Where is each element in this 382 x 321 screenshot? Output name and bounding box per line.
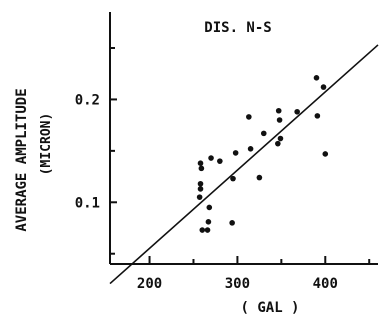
data-point bbox=[294, 108, 300, 115]
data-point bbox=[196, 194, 203, 200]
x-axis-label: ( GAL ) bbox=[240, 300, 299, 316]
data-point bbox=[275, 140, 281, 147]
data-point bbox=[247, 146, 254, 152]
data-points bbox=[196, 75, 329, 233]
ticks: 200 300 400 0.1 0.2 bbox=[75, 47, 371, 292]
data-point bbox=[229, 220, 235, 226]
x-tick-label: 200 bbox=[137, 276, 162, 292]
data-point bbox=[256, 174, 263, 181]
y-tick-label: 0.1 bbox=[75, 195, 100, 211]
data-point bbox=[260, 130, 267, 137]
y-axis-unit: (MICRON) bbox=[39, 113, 54, 176]
data-point bbox=[320, 84, 327, 90]
data-point bbox=[199, 227, 206, 233]
data-point bbox=[322, 151, 329, 157]
data-point bbox=[314, 113, 321, 119]
regression-line bbox=[109, 44, 379, 285]
data-point bbox=[206, 204, 213, 211]
chart-title: DIS. N-S bbox=[204, 20, 271, 36]
data-point bbox=[276, 117, 283, 123]
axes bbox=[109, 12, 378, 265]
y-axis-label: AVERAGE AMPLITUDE bbox=[14, 88, 30, 231]
x-tick-label: 300 bbox=[225, 276, 250, 292]
data-point bbox=[197, 180, 204, 187]
data-point bbox=[277, 135, 284, 142]
data-point bbox=[313, 75, 320, 81]
data-point bbox=[232, 150, 239, 156]
data-point bbox=[197, 160, 204, 166]
data-point bbox=[230, 175, 236, 182]
data-point bbox=[246, 114, 252, 120]
data-point bbox=[217, 158, 223, 164]
data-point bbox=[204, 227, 211, 233]
x-tick-label: 400 bbox=[313, 276, 338, 292]
data-point bbox=[275, 107, 282, 114]
data-point bbox=[198, 165, 205, 172]
data-point bbox=[197, 186, 204, 192]
data-point bbox=[205, 219, 212, 225]
data-point bbox=[208, 155, 214, 161]
y-tick-label: 0.2 bbox=[75, 92, 100, 108]
